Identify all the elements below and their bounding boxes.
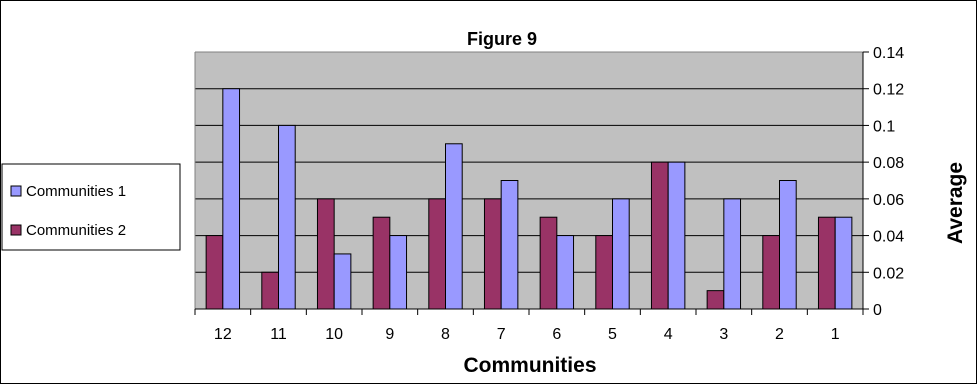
y-tick-label: 0.04	[873, 229, 904, 246]
bar-communities-1-8	[445, 143, 463, 310]
bar-communities-2-6	[539, 216, 558, 310]
legend-label-communities-2: Communities 2	[26, 222, 126, 239]
x-axis-title: Communities	[463, 354, 596, 377]
bar-communities-2-4	[650, 161, 669, 310]
y-tick-label: 0	[873, 302, 882, 319]
plot-area	[195, 52, 863, 309]
x-tick-label: 2	[775, 326, 784, 343]
x-tick-labels: 12 11 10 9 8 7 6 5 4 3 2 1	[214, 326, 840, 343]
y-tick-label: 0.06	[873, 192, 904, 209]
legend-swatch-communities-1	[10, 185, 22, 197]
y-tick-label: 0.08	[873, 155, 904, 172]
x-tick-label: 5	[608, 326, 617, 343]
x-tick-label: 11	[270, 326, 287, 343]
bar-communities-2-7	[483, 198, 502, 310]
bar-communities-2-8	[428, 198, 446, 310]
bar-communities-1-7	[500, 180, 519, 310]
bar-communities-1-5	[612, 198, 630, 310]
chart-title: Figure 9	[467, 29, 537, 49]
y-tick-labels: 0 0.02 0.04 0.06 0.08 0.1 0.12 0.14	[873, 45, 904, 319]
bar-communities-1-3	[723, 198, 742, 310]
bar-communities-1-6	[556, 235, 575, 310]
bar-communities-2-10	[316, 198, 335, 310]
bar-communities-1-4	[667, 161, 686, 310]
x-tick-label: 12	[214, 326, 232, 343]
bar-communities-2-11	[261, 271, 279, 310]
bar-communities-2-12	[205, 235, 224, 310]
x-tick-label: 9	[385, 326, 394, 343]
x-tick-label: 8	[441, 326, 450, 343]
y-tick-label: 0.12	[873, 82, 904, 99]
bar-communities-1-1	[834, 216, 853, 310]
legend-swatch-communities-2	[10, 224, 22, 236]
axes	[194, 51, 869, 315]
bars	[205, 88, 853, 310]
x-tick-label: 3	[719, 326, 728, 343]
bar-communities-1-2	[779, 180, 797, 310]
bar-communities-2-5	[595, 235, 613, 310]
bar-communities-2-2	[762, 235, 780, 310]
x-tick-label: 6	[552, 326, 561, 343]
bar-communities-2-3	[706, 290, 725, 310]
legend-box	[1, 163, 181, 251]
bar-communities-1-12	[222, 88, 241, 310]
x-tick-label: 10	[325, 326, 343, 343]
bar-communities-1-9	[389, 235, 408, 310]
bar-communities-2-1	[817, 216, 836, 310]
bar-communities-2-9	[372, 216, 391, 310]
y-tick-label: 0.14	[873, 45, 904, 62]
y-axis-title: Average	[944, 162, 967, 244]
bar-communities-1-10	[333, 253, 352, 310]
x-tick-label: 4	[664, 326, 673, 343]
y-tick-label: 0.1	[873, 118, 895, 135]
y-tick-label: 0.02	[873, 265, 904, 282]
x-tick-label: 7	[497, 326, 506, 343]
legend-label-communities-1: Communities 1	[26, 183, 126, 200]
x-tick-label: 1	[831, 326, 840, 343]
legend: Communities 1 Communities 2	[1, 163, 181, 251]
bar-communities-1-11	[278, 124, 296, 310]
